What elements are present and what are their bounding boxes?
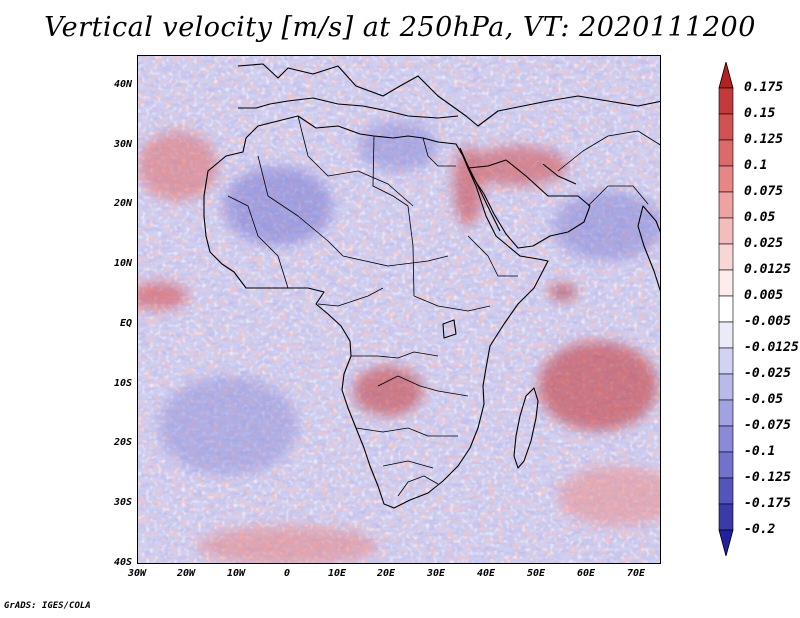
colorbar-label: -0.005 — [744, 314, 791, 329]
colorbar-label: 0.005 — [744, 288, 784, 303]
colorbar-segment — [718, 165, 734, 193]
arabia-coastline — [467, 159, 591, 249]
ascent-zone-red-sea — [453, 146, 483, 226]
vertical-velocity-map — [137, 55, 661, 564]
colorbar-segment — [718, 295, 734, 323]
lon-label-40e: 40E — [476, 568, 496, 579]
lat-label-30s: 30S — [113, 497, 132, 508]
ascent-zones — [138, 131, 660, 563]
colorbar-segment — [718, 321, 734, 349]
persian-gulf-coastline — [542, 163, 577, 185]
ascent-zone-north-atlantic — [138, 131, 218, 201]
lon-label-20w: 20W — [176, 568, 196, 579]
colorbar-segment — [718, 243, 734, 271]
subsidence-zone-india — [553, 191, 660, 261]
colorbar-top-arrow — [718, 62, 734, 89]
colorbar-label: -0.025 — [744, 366, 791, 381]
subsidence-zone-libya — [358, 121, 438, 171]
europe-coastline — [237, 63, 660, 127]
colorbar-segment — [718, 191, 734, 219]
colorbar-label: -0.075 — [744, 418, 791, 433]
lon-label-10w: 10W — [226, 568, 246, 579]
lon-label-30w: 30W — [127, 568, 147, 579]
colorbar-segment — [718, 139, 734, 167]
colorbar-segment — [718, 451, 734, 479]
footer-credit: GrADS: IGES/COLA — [4, 601, 91, 611]
ascent-zone-south-indian — [558, 466, 660, 526]
colorbar-segment — [718, 373, 734, 401]
colorbar-label: 0.05 — [744, 210, 776, 225]
colorbar-label: 0.0125 — [744, 262, 791, 277]
colorbar-label: 0.075 — [744, 184, 784, 199]
lat-label-10n: 10N — [113, 258, 132, 269]
colorbar-label: -0.0125 — [744, 340, 799, 355]
colorbar-segment — [718, 269, 734, 297]
ascent-zone-central-africa — [353, 366, 423, 416]
colorbar-label: -0.2 — [744, 522, 776, 537]
subsidence-zones — [158, 121, 660, 476]
lat-label-40s: 40S — [113, 557, 132, 568]
madagascar-coastline — [513, 387, 539, 469]
colorbar-label: 0.125 — [744, 132, 784, 147]
colorbar-segment — [718, 217, 734, 245]
colorbar-segment — [718, 425, 734, 453]
lat-label-40n: 40N — [113, 79, 132, 90]
colorbar-segment — [718, 113, 734, 141]
ascent-zone-south-atlantic — [198, 526, 378, 563]
lon-label-10e: 10E — [327, 568, 347, 579]
country-borders — [227, 115, 660, 497]
colorbar-label: -0.05 — [744, 392, 784, 407]
lake-victoria — [442, 319, 457, 339]
colorbar-label: 0.1 — [744, 158, 768, 173]
lon-label-60e: 60E — [576, 568, 596, 579]
colorbar-label: -0.1 — [744, 444, 776, 459]
lat-label-eq: EQ — [119, 318, 132, 329]
colorbar-bottom-arrow — [718, 529, 734, 556]
ascent-zone-indian-ocean — [538, 341, 658, 431]
lon-label-30e: 30E — [426, 568, 446, 579]
lon-label-20e: 20E — [376, 568, 396, 579]
lon-label-70e: 70E — [626, 568, 646, 579]
coastlines — [203, 63, 660, 509]
colorbar-label: -0.175 — [744, 496, 791, 511]
lon-label-0: 0 — [283, 568, 291, 579]
plot-title: Vertical velocity [m/s] at 250hPa, VT: 2… — [44, 12, 756, 43]
colorbar-label: 0.175 — [744, 80, 784, 95]
mediterranean-coastline — [238, 97, 459, 119]
ascent-zone-arabian-sea — [549, 284, 577, 300]
colorbar-segment — [718, 347, 734, 375]
subsidence-zone-south-atlantic — [158, 376, 298, 476]
colorbar-segment — [718, 503, 734, 531]
lat-label-20s: 20S — [113, 437, 132, 448]
red-sea-coastline — [459, 147, 501, 232]
africa-coastline — [203, 115, 549, 509]
lon-label-50e: 50E — [526, 568, 546, 579]
lat-label-30n: 30N — [113, 139, 132, 150]
colorbar — [718, 62, 734, 556]
colorbar-label: 0.15 — [744, 106, 776, 121]
colorbar-label: -0.125 — [744, 470, 791, 485]
lat-label-20n: 20N — [113, 198, 132, 209]
ascent-zone-atlantic — [138, 282, 188, 310]
colorbar-segment — [718, 477, 734, 505]
colorbar-segment — [718, 87, 734, 115]
colorbar-label: 0.025 — [744, 236, 784, 251]
india-coastline — [637, 205, 660, 292]
colorbar-segment — [718, 399, 734, 427]
map-canvas — [138, 56, 660, 563]
ascent-zone-middle-east — [468, 146, 568, 186]
lat-label-10s: 10S — [113, 378, 132, 389]
subsidence-zone-sahara — [223, 166, 333, 246]
